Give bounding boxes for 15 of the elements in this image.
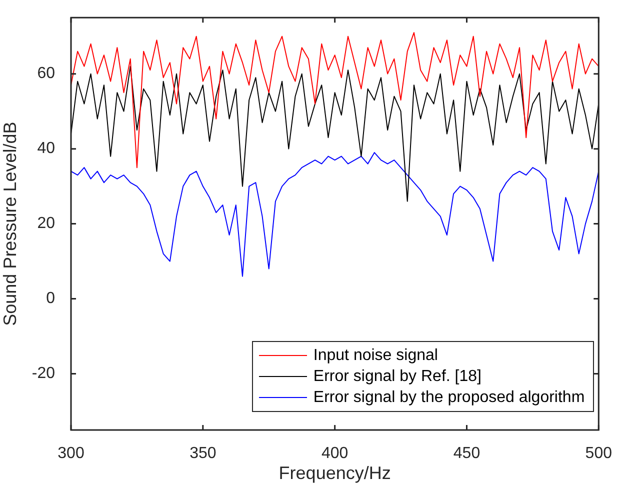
y-tick-label: 0 — [46, 290, 56, 308]
x-tick-label: 400 — [321, 445, 348, 462]
x-tick-label: 300 — [58, 445, 84, 462]
y-tick-label: 20 — [37, 215, 56, 232]
legend-label: Error signal by Ref. [18] — [313, 368, 482, 386]
x-tick-label: 500 — [585, 445, 612, 462]
x-axis-title: Frequency/Hz — [278, 463, 391, 484]
x-tick-label: 350 — [190, 445, 216, 462]
y-tick-label: 60 — [37, 65, 56, 82]
y-axis-title: Sound Pressure Level/dB — [0, 122, 20, 326]
y-tick-label: 40 — [37, 140, 56, 158]
legend-label: Input noise signal — [313, 346, 438, 364]
y-tick-label: -20 — [32, 365, 56, 382]
x-tick-label: 450 — [453, 445, 480, 462]
legend-label: Error signal by the proposed algorithm — [313, 388, 585, 406]
